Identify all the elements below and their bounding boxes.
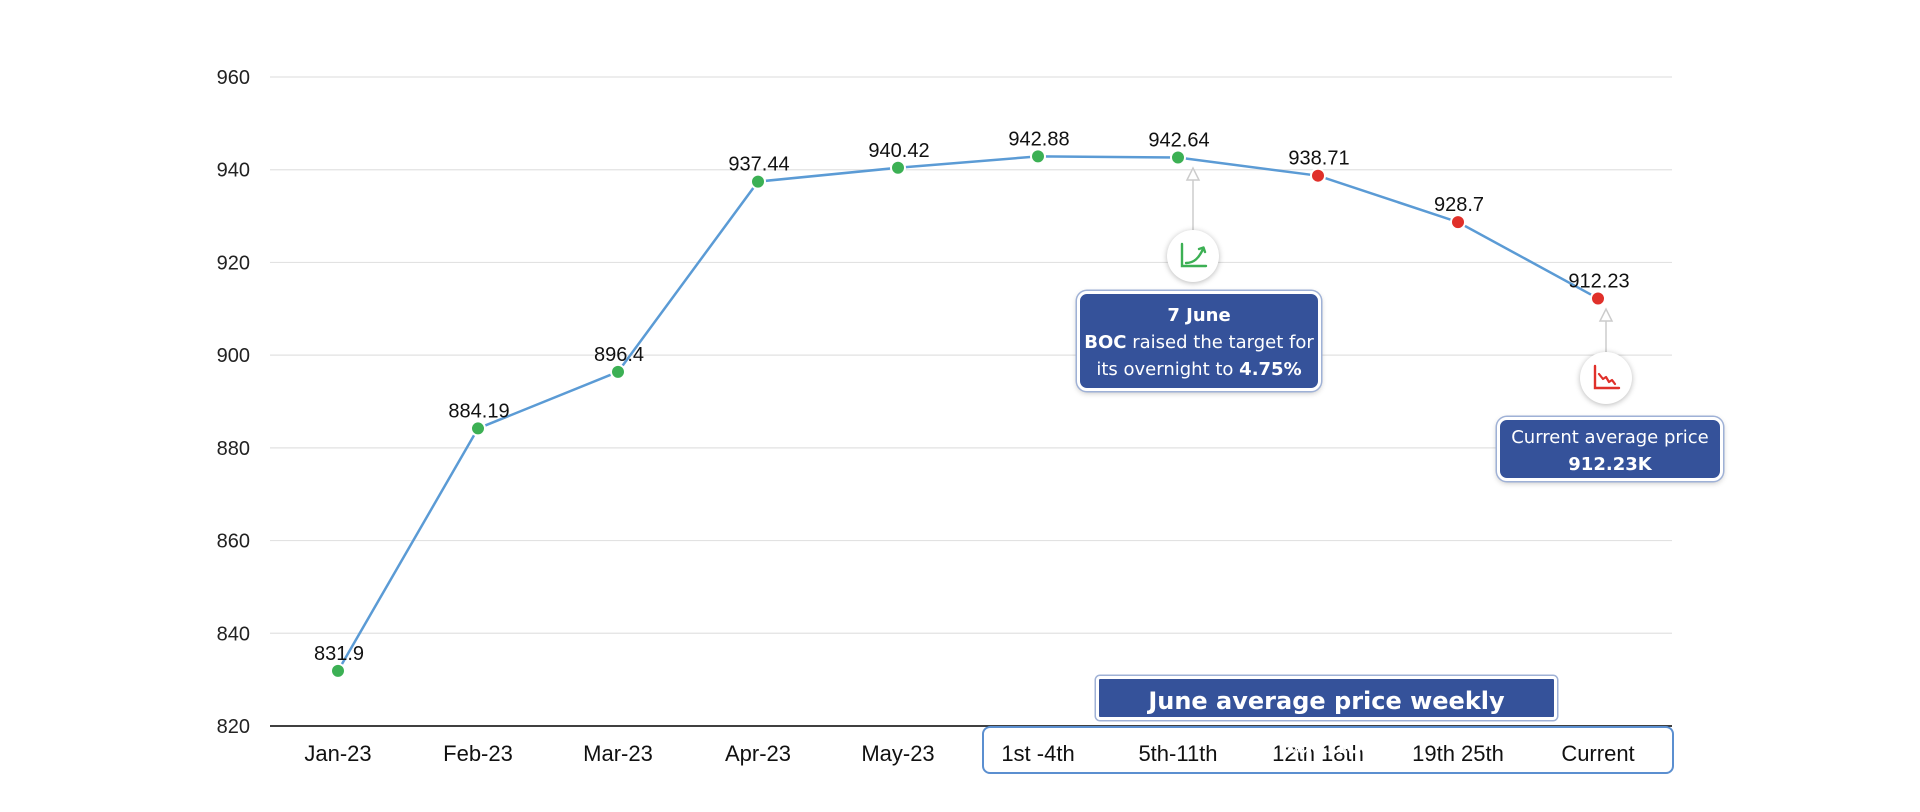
june-rate-callout: 7 June BOC raised the target for its ove…	[1077, 291, 1321, 391]
data-point	[470, 420, 486, 437]
data-label: 896.4	[594, 344, 644, 366]
x-tick-label: Mar-23	[583, 741, 653, 766]
x-tick-label: Feb-23	[443, 741, 513, 766]
data-label: 938.71	[1288, 148, 1349, 170]
x-tick-label: Current	[1561, 741, 1634, 766]
x-tick-label: Jan-23	[304, 741, 371, 766]
x-tick-label: May-23	[861, 741, 934, 766]
y-tick-label: 860	[217, 531, 250, 553]
x-tick-label: Apr-23	[725, 741, 791, 766]
x-tick-label: 12th 18th	[1272, 741, 1364, 766]
x-tick-label: 5th-11th	[1138, 741, 1217, 766]
y-axis: 820 840 860 880 900 920 940 960	[217, 67, 250, 738]
trend-up-icon	[1167, 230, 1219, 282]
y-tick-label: 900	[217, 345, 250, 367]
current-connector-arrow	[1598, 307, 1614, 322]
data-point	[1450, 214, 1466, 231]
y-tick-label: 960	[217, 67, 250, 89]
current-callout-line2: 912.23K	[1568, 454, 1652, 475]
data-label: 942.88	[1008, 128, 1069, 150]
data-label: 928.7	[1434, 194, 1484, 216]
data-labels: 831.9 884.19 896.4 937.44 940.42 942.88 942.64…	[314, 128, 1630, 664]
gridlines	[270, 76, 1672, 634]
y-tick-label: 920	[217, 252, 250, 274]
june-callout-text2: its overnight to	[1096, 359, 1234, 380]
data-point	[610, 363, 626, 380]
june-connector-arrow	[1185, 166, 1201, 181]
data-label: 884.19	[448, 400, 509, 422]
data-point	[330, 662, 346, 679]
data-label: 912.23	[1568, 270, 1629, 292]
june-callout-text1: raised the target for	[1132, 332, 1314, 353]
data-point	[750, 173, 766, 190]
y-tick-label: 840	[217, 623, 250, 645]
weekly-breakdown-box	[982, 726, 1674, 774]
data-point	[890, 159, 906, 176]
data-point	[1590, 290, 1606, 307]
june-callout-date: 7 June	[1167, 305, 1231, 326]
weekly-breakdown-title: June average price weekly breakdown	[1096, 676, 1557, 759]
x-tick-label: 1st -4th	[1001, 741, 1074, 766]
data-label: 940.42	[868, 140, 929, 162]
y-tick-label: 940	[217, 160, 250, 182]
june-callout-rate: 4.75%	[1239, 359, 1302, 380]
series-line	[336, 155, 1599, 672]
y-tick-label: 820	[217, 716, 250, 738]
data-label: 942.64	[1148, 129, 1209, 151]
y-tick-label: 880	[217, 438, 250, 460]
trend-down-icon	[1580, 352, 1632, 404]
x-axis: Jan-23 Feb-23 Mar-23 Apr-23 May-23 1st -4th 5t…	[304, 741, 1634, 766]
data-point	[1170, 149, 1186, 166]
current-price-callout: Current average price 912.23K	[1497, 417, 1723, 481]
current-callout-line1: Current average price	[1511, 427, 1709, 448]
data-label: 831.9	[314, 643, 364, 665]
june-callout-boc: BOC	[1084, 332, 1127, 353]
data-label: 937.44	[728, 154, 789, 176]
data-point	[1310, 167, 1326, 184]
data-point	[1030, 148, 1046, 165]
x-tick-label: 19th 25th	[1412, 741, 1504, 766]
data-points	[330, 148, 1606, 679]
